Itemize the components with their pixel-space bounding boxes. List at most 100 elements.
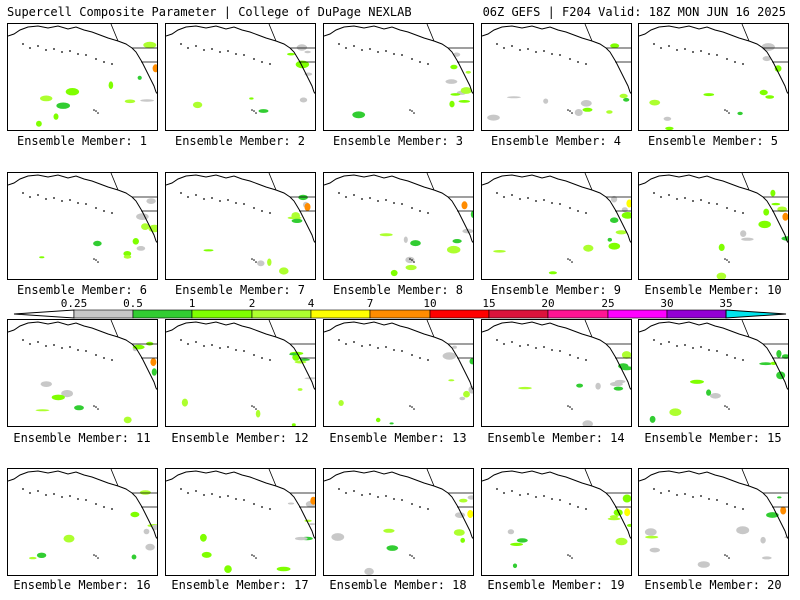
map-svg xyxy=(324,469,473,575)
scp-shading xyxy=(449,100,455,108)
scp-shading xyxy=(140,99,154,102)
scp-shading xyxy=(580,100,592,107)
colorbar-segment xyxy=(488,309,549,319)
island xyxy=(45,49,47,51)
hawaii-island xyxy=(726,259,728,261)
island xyxy=(393,349,395,351)
island xyxy=(77,202,79,204)
island xyxy=(377,496,379,498)
island xyxy=(726,354,728,356)
scp-shading xyxy=(258,109,269,113)
island xyxy=(716,350,718,352)
scp-shading-high xyxy=(626,199,631,208)
colorbar-segment xyxy=(251,309,312,319)
scp-shading xyxy=(224,565,232,573)
coastline xyxy=(166,25,315,95)
hawaii-island xyxy=(409,109,411,111)
scp-shading xyxy=(512,563,518,569)
scp-shading xyxy=(665,126,674,130)
map-svg xyxy=(639,24,788,130)
scp-shading xyxy=(136,246,146,251)
island xyxy=(676,198,678,200)
island xyxy=(559,203,561,205)
island xyxy=(361,198,363,200)
panel-caption: Ensemble Member: 10 xyxy=(644,283,782,297)
scp-shading xyxy=(445,79,458,84)
island xyxy=(716,203,718,205)
scp-shading xyxy=(93,240,102,247)
color-scale-bar xyxy=(0,300,800,322)
scp-shading xyxy=(447,245,461,254)
island xyxy=(195,490,197,492)
island xyxy=(700,50,702,52)
island xyxy=(369,197,371,199)
island xyxy=(742,63,744,65)
island xyxy=(692,200,694,202)
island xyxy=(708,498,710,500)
island xyxy=(734,210,736,212)
scp-shading xyxy=(709,393,721,399)
colorbar-right-arrow xyxy=(725,309,787,319)
hawaii-island xyxy=(95,555,97,557)
map-panel xyxy=(638,319,789,427)
political-borders xyxy=(584,24,631,63)
political-borders xyxy=(584,173,631,212)
scp-shading xyxy=(386,545,399,551)
scp-shading xyxy=(108,81,114,89)
island xyxy=(85,203,87,205)
island xyxy=(734,506,736,508)
coastline xyxy=(639,321,788,391)
island xyxy=(103,210,105,212)
scp-shading xyxy=(410,240,421,247)
island xyxy=(53,344,55,346)
island xyxy=(338,43,340,45)
island xyxy=(726,58,728,60)
map-svg xyxy=(639,320,788,423)
map-svg xyxy=(166,320,315,426)
scp-shading xyxy=(606,110,613,114)
colorbar-tick-label: 0.5 xyxy=(123,297,143,310)
scp-shading xyxy=(777,496,782,499)
scp-shading xyxy=(465,70,471,74)
hawaii-island xyxy=(413,408,415,410)
hawaii-island xyxy=(569,259,571,261)
scp-shading xyxy=(255,409,261,418)
scp-shading xyxy=(737,111,743,116)
island xyxy=(253,503,255,505)
coastline xyxy=(324,321,473,391)
island xyxy=(660,196,662,198)
island xyxy=(29,47,31,49)
map-svg xyxy=(639,173,788,279)
hawaii-island xyxy=(567,258,569,260)
scp-shading xyxy=(130,511,140,518)
island xyxy=(716,54,718,56)
island xyxy=(676,345,678,347)
hawaii-island xyxy=(97,557,99,559)
hawaii-island xyxy=(93,554,95,556)
scp-shading xyxy=(470,210,473,218)
island xyxy=(22,43,24,45)
scp-shading xyxy=(450,93,461,96)
island xyxy=(187,47,189,49)
hawaii-island xyxy=(567,109,569,111)
political-borders xyxy=(741,24,788,63)
island xyxy=(338,488,340,490)
scp-shading xyxy=(291,218,303,223)
island xyxy=(69,346,71,348)
hawaii-island xyxy=(255,408,257,410)
island xyxy=(338,192,340,194)
coastline xyxy=(8,25,157,95)
island xyxy=(269,63,271,65)
scp-shading xyxy=(458,100,471,103)
hawaii-island xyxy=(569,110,571,112)
island xyxy=(419,357,421,359)
island xyxy=(103,357,105,359)
hawaii-island xyxy=(411,110,413,112)
island xyxy=(29,196,31,198)
map-panel xyxy=(323,23,474,131)
scp-shading xyxy=(364,567,374,575)
island xyxy=(653,43,655,45)
map-svg xyxy=(482,173,631,275)
hawaii-island xyxy=(724,554,726,556)
coastline xyxy=(324,174,473,244)
